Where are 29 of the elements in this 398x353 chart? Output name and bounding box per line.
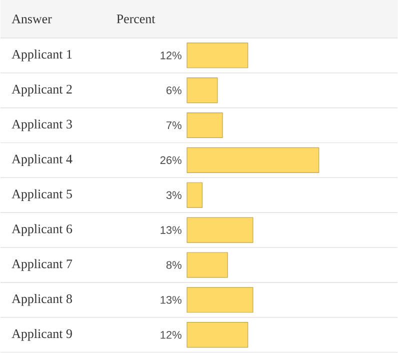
data-label: 12% — [160, 331, 182, 339]
y-tick-label: Applicant 4 — [12, 154, 72, 166]
bar — [186, 322, 248, 348]
bar — [186, 112, 223, 138]
y-axis-title: Answer — [12, 14, 52, 24]
bar — [186, 182, 203, 208]
y-tick-label: Applicant 5 — [12, 189, 72, 202]
data-label: 6% — [166, 86, 182, 94]
bar — [186, 217, 254, 243]
data-label: 13% — [160, 226, 182, 234]
y-tick-label: Applicant 7 — [12, 259, 72, 272]
bar — [186, 287, 254, 313]
data-label: 7% — [166, 122, 182, 130]
x-axis-title: Percent — [116, 14, 156, 24]
bar — [186, 148, 320, 174]
y-tick-label: Applicant 1 — [12, 50, 72, 62]
y-tick-label: Applicant 2 — [12, 84, 72, 96]
data-label: 26% — [160, 156, 182, 164]
data-label: 3% — [166, 191, 182, 200]
y-tick-label: Applicant 3 — [12, 120, 72, 132]
bar — [186, 42, 248, 68]
data-label: 13% — [160, 296, 182, 304]
y-tick-label: Applicant 6 — [12, 224, 72, 236]
y-tick-label: Applicant 9 — [12, 329, 72, 341]
bar — [186, 252, 228, 278]
bar — [186, 78, 218, 104]
y-tick-label: Applicant 8 — [12, 294, 72, 306]
data-label: 12% — [160, 52, 182, 60]
data-label: 8% — [166, 261, 182, 270]
